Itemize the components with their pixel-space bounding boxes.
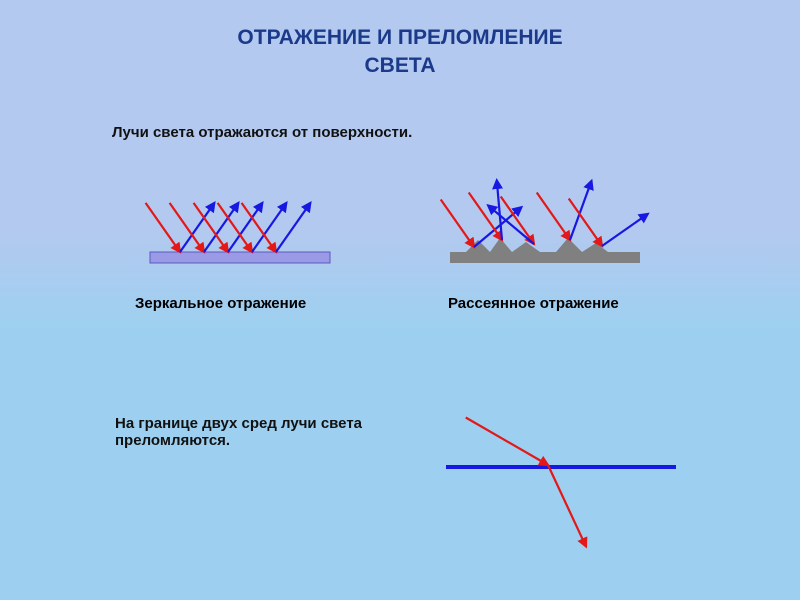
title-line1: ОТРАЖЕНИЕ И ПРЕЛОМЛЕНИЕ	[237, 26, 562, 49]
subtitle-refraction: На границе двух сред лучи света преломля…	[115, 415, 362, 449]
specular-diagram	[130, 180, 360, 280]
subtitle-reflection: Лучи света отражаются от поверхности.	[112, 124, 412, 141]
page-title: ОТРАЖЕНИЕ И ПРЕЛОМЛЕНИЕ СВЕТА	[0, 0, 800, 81]
diffuse-caption: Рассеянное отражение	[448, 295, 619, 312]
diffuse-diagram	[430, 180, 660, 280]
subtitle2-line1: На границе двух сред лучи света	[115, 415, 362, 432]
refraction-diagram	[430, 380, 690, 560]
subtitle2-line2: преломляются.	[115, 432, 230, 449]
specular-caption: Зеркальное отражение	[135, 295, 306, 312]
title-line2: СВЕТА	[364, 54, 435, 77]
